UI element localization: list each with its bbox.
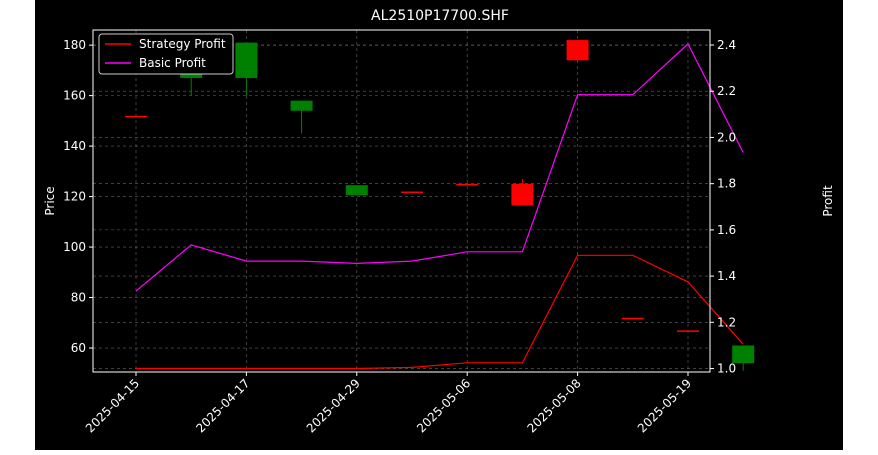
right-tick-label-1.2: 1.2 — [717, 315, 736, 329]
candle-body-4 — [345, 185, 368, 196]
series-line-strategy — [136, 254, 744, 370]
candle-body-10 — [677, 330, 699, 332]
candle-body-7 — [511, 183, 534, 206]
candle-body-11 — [732, 345, 755, 364]
left-tick-label-80: 80 — [71, 291, 86, 305]
legend: Strategy Profit Basic Profit — [98, 33, 234, 75]
left-axis: 60 80 100 120 140 160 180 — [63, 38, 93, 355]
plot-area — [93, 30, 710, 372]
right-tick-label-1.4: 1.4 — [717, 269, 736, 283]
right-axis-label: Profit — [821, 185, 835, 217]
candle-body-9 — [621, 317, 644, 320]
left-tick-label-180: 180 — [63, 38, 86, 52]
right-tick-label-1.8: 1.8 — [717, 177, 736, 191]
legend-label-strategy: Strategy Profit — [139, 37, 226, 51]
candle-body-6 — [456, 183, 479, 186]
legend-label-basic: Basic Profit — [139, 56, 206, 70]
candle-body-2 — [235, 42, 258, 78]
left-tick-label-60: 60 — [71, 341, 86, 355]
right-tick-label-1.6: 1.6 — [717, 223, 736, 237]
plot-frame — [92, 29, 711, 373]
series-line-basic — [135, 42, 744, 292]
candle-body-3 — [290, 100, 313, 111]
left-axis-label: Price — [43, 186, 57, 215]
right-axis: 1.0 1.2 1.4 1.6 1.8 2.0 2.2 2.4 — [710, 38, 736, 376]
legend-box — [98, 33, 234, 75]
chart-title: AL2510P17700.SHF — [371, 8, 509, 24]
right-tick-label-2.4: 2.4 — [717, 38, 736, 52]
left-tick-label-160: 160 — [63, 89, 86, 103]
right-tick-label-2.2: 2.2 — [717, 84, 736, 98]
profit-lines — [135, 42, 744, 370]
left-tick-label-120: 120 — [63, 190, 86, 204]
left-tick-label-100: 100 — [63, 240, 86, 254]
right-tick-label-2.0: 2.0 — [717, 130, 736, 144]
candle-body-0 — [125, 115, 147, 118]
left-tick-label-140: 140 — [63, 139, 86, 153]
candle-body-5 — [401, 191, 423, 194]
right-tick-label-1.0: 1.0 — [717, 362, 736, 376]
candle-body-8 — [566, 40, 589, 61]
